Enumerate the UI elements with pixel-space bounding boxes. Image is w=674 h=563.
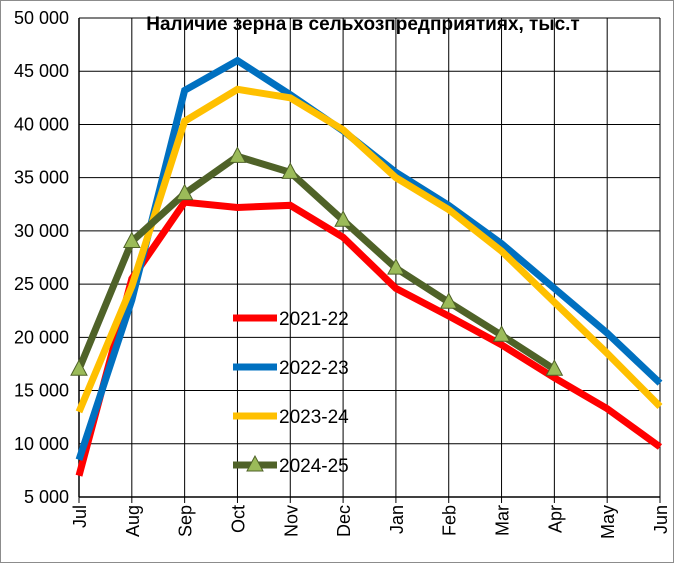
x-tick-label: Jan xyxy=(387,505,407,534)
x-tick-label: Aug xyxy=(123,505,143,537)
legend-label: 2022-23 xyxy=(279,358,349,379)
legend-label: 2023-24 xyxy=(279,407,349,428)
y-tick-label: 50 000 xyxy=(14,8,69,28)
data-point-marker xyxy=(334,210,352,227)
data-point-marker xyxy=(492,325,511,342)
x-tick-label: Sep xyxy=(176,505,196,537)
y-tick-label: 40 000 xyxy=(14,114,69,134)
data-point-marker xyxy=(439,292,458,309)
x-tick-label: Oct xyxy=(228,505,248,533)
data-point-marker xyxy=(281,162,300,179)
gridlines xyxy=(78,17,661,498)
y-tick-label: 20 000 xyxy=(14,327,69,347)
y-tick-label: 10 000 xyxy=(14,434,69,454)
x-tick-label: Jun xyxy=(651,505,671,534)
series-lines xyxy=(70,56,663,477)
legend-label: 2021-22 xyxy=(279,309,349,330)
y-tick-label: 35 000 xyxy=(14,168,69,188)
series-line-2023-24 xyxy=(75,85,663,414)
x-tick-label: Feb xyxy=(440,505,460,536)
x-tick-label: Apr xyxy=(545,505,565,533)
series-line-2024-25 xyxy=(75,152,557,373)
legend-marker xyxy=(246,454,264,472)
x-tick-label: Mar xyxy=(493,505,513,536)
x-tick-label: Jul xyxy=(70,505,90,528)
chart-title: Наличие зерна в сельхозпредприятиях, тыс… xyxy=(146,14,579,35)
x-tick-label: May xyxy=(598,505,618,539)
legend-label: 2024-25 xyxy=(279,456,349,477)
legend: 2021-22 2022-23 2023-24 2024-25 xyxy=(233,309,349,477)
data-point-marker xyxy=(228,146,247,163)
y-tick-label: 45 000 xyxy=(14,61,69,81)
series-line-2021-22 xyxy=(75,198,663,477)
x-tick-label: Nov xyxy=(281,505,301,537)
data-point-marker xyxy=(122,231,141,249)
data-point-marker xyxy=(387,258,405,275)
data-point-marker xyxy=(70,359,88,376)
x-tick-label: Dec xyxy=(334,505,354,537)
axes: 5 000 10 000 15 000 20 000 25 000 30 000 35 00… xyxy=(14,8,671,539)
y-tick-label: 30 000 xyxy=(14,221,69,241)
y-tick-label: 15 000 xyxy=(14,381,69,401)
data-point-marker xyxy=(175,183,194,201)
data-point-marker xyxy=(545,359,564,376)
y-tick-label: 5 000 xyxy=(24,487,69,507)
y-tick-label: 25 000 xyxy=(14,274,69,294)
